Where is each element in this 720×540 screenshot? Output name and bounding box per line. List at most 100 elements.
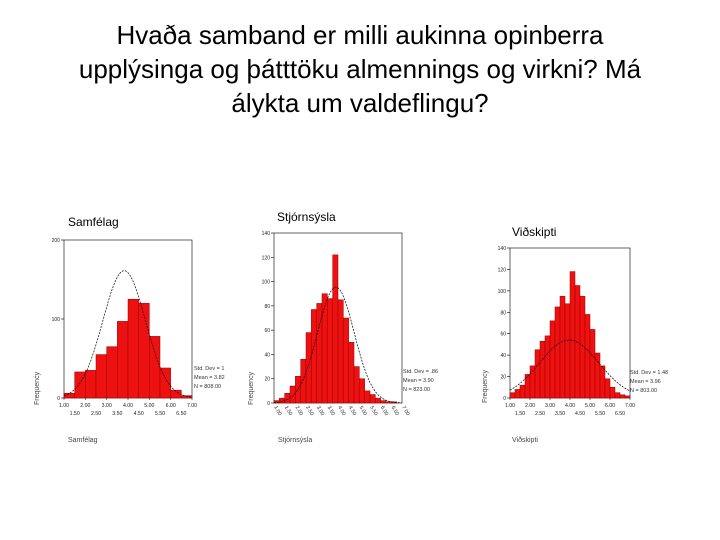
y-axis-label: Frequency xyxy=(248,371,255,405)
stats-box: Std. Dev = .86 Mean = 3.90 N = 823.00 xyxy=(403,368,438,395)
histogram-bar xyxy=(519,384,526,399)
histogram-bar xyxy=(534,349,541,399)
stat-mean: Mean = 3.90 xyxy=(403,378,434,384)
y-tick-label: 100 xyxy=(262,280,271,286)
histogram-bar xyxy=(584,314,591,399)
x-tick-label: 4.50 xyxy=(575,411,585,417)
x-tick-label: 2.00 xyxy=(80,403,90,409)
stats-box: Std. Dev = 1.48 Mean = 3.96 N = 803.00 xyxy=(630,369,668,396)
x-tick-label: 7.00 xyxy=(400,405,410,417)
histogram-bar xyxy=(599,365,606,399)
x-tick-label: 3.00 xyxy=(102,403,112,409)
histogram-bar xyxy=(327,298,333,404)
stat-n: N = 808.00 xyxy=(194,384,222,390)
histogram-bar xyxy=(63,393,75,399)
x-tick-label: 2.00 xyxy=(525,403,535,409)
histogram-bar xyxy=(564,303,571,399)
x-axis-label: Stjórnsýsla xyxy=(278,437,313,444)
histogram-bar xyxy=(539,340,546,399)
x-tick-label: 1.50 xyxy=(515,411,525,417)
histogram-bar xyxy=(138,302,150,399)
histogram-panel-samfelag: Samfélag 0 100 200 1.00 2.00 3.00 4.00 5.00 6.00… xyxy=(34,205,239,455)
y-tick-label: 40 xyxy=(264,352,270,358)
y-tick-label: 0 xyxy=(267,401,270,407)
y-axis-label: Frequency xyxy=(34,371,41,405)
x-tick-label: 5.00 xyxy=(585,403,595,409)
histogram-bar xyxy=(337,299,344,404)
histogram-bar xyxy=(95,354,107,399)
y-tick-label: 120 xyxy=(498,267,507,273)
x-tick-label: 1.50 xyxy=(283,405,293,417)
histogram-bar xyxy=(359,378,365,404)
y-tick-label: 100 xyxy=(498,289,507,295)
histogram-bar xyxy=(604,378,611,399)
histogram-bar xyxy=(149,336,161,399)
histogram-bar xyxy=(509,392,516,399)
x-tick-label: 1.00 xyxy=(272,405,282,417)
x-tick-label: 6.00 xyxy=(166,403,176,409)
x-tick-label: 3.50 xyxy=(326,405,336,417)
x-tick-label: 4.00 xyxy=(123,403,133,409)
x-tick-label: 7.00 xyxy=(625,403,635,409)
title-line: upplýsinga og þátttöku almennings og vir… xyxy=(78,54,642,84)
y-axis-label: Frequency xyxy=(482,369,489,403)
y-tick-label: 20 xyxy=(264,377,270,383)
normal-curve xyxy=(63,270,193,398)
x-axis-label: Samfélag xyxy=(68,437,98,444)
y-tick-label: 60 xyxy=(500,332,506,338)
y-tick-label: 60 xyxy=(264,328,270,334)
histogram-bar xyxy=(614,392,621,399)
y-tick-label: 40 xyxy=(500,353,506,359)
histogram-bar xyxy=(300,359,307,404)
x-tick-label: 3.00 xyxy=(545,403,555,409)
histogram-bar xyxy=(353,366,360,404)
histogram-bar xyxy=(619,394,626,399)
x-tick-label: 6.00 xyxy=(605,403,615,409)
y-tick-label: 100 xyxy=(52,317,61,323)
histogram-bar xyxy=(391,401,397,404)
histogram-bar xyxy=(554,306,561,399)
title-line: Hvaða samband er milli aukinna opinberra xyxy=(116,20,604,50)
histogram-bar xyxy=(559,295,566,399)
x-tick-label: 2.50 xyxy=(91,411,101,417)
chart-title: Samfélag xyxy=(68,215,119,229)
histogram-bar xyxy=(159,367,171,399)
histogram-bar xyxy=(74,371,86,399)
histogram-bar xyxy=(385,401,392,404)
x-tick-label: 5.50 xyxy=(155,411,165,417)
histogram-bar xyxy=(624,395,631,399)
histogram-bar xyxy=(321,293,328,404)
y-tick-label: 140 xyxy=(498,246,507,252)
stat-std-dev: Std. Dev = 1 xyxy=(194,366,225,372)
y-tick-label: 80 xyxy=(500,310,506,316)
x-tick-label: 5.50 xyxy=(368,405,378,417)
histogram-plot: 0 100 200 1.00 2.00 3.00 4.00 5.00 6.00 7.00 1.50 2… xyxy=(52,238,198,417)
chart-title: Viðskipti xyxy=(512,225,557,239)
x-tick-label: 5.00 xyxy=(358,405,368,417)
histogram-bar xyxy=(549,320,556,399)
histogram-bar xyxy=(311,309,317,404)
histogram-bar xyxy=(594,352,601,399)
histogram-plot: 0 20 40 60 80 100 120 140 1.00 1.50 2.00 2.50 3.00 3.… xyxy=(262,231,411,417)
histogram-bar xyxy=(348,342,355,404)
histogram-bar xyxy=(544,335,551,399)
title-line: álykta um valdeflingu? xyxy=(231,88,489,118)
histogram-bar xyxy=(364,390,371,404)
histogram-bar xyxy=(369,394,376,404)
x-tick-label: 6.50 xyxy=(615,411,625,417)
y-tick-label: 80 xyxy=(264,304,270,310)
x-tick-label: 6.00 xyxy=(379,405,389,417)
x-tick-label: 2.00 xyxy=(294,405,304,417)
histogram-bar xyxy=(380,400,387,404)
x-tick-label: 4.00 xyxy=(336,405,346,417)
histogram-panel-vidskipti: Viðskipti 0 20 40 60 80 100 120 140 1.00 2.00 3.00… xyxy=(478,205,688,455)
stats-box: Std. Dev = 1 Mean = 3.82 N = 808.00 xyxy=(194,365,225,392)
stat-std-dev: Std. Dev = .86 xyxy=(403,369,439,375)
x-tick-label: 2.50 xyxy=(535,411,545,417)
chart-title: Stjórnsýsla xyxy=(277,210,336,224)
x-tick-label: 3.00 xyxy=(315,405,325,417)
y-tick-label: 120 xyxy=(262,255,271,261)
histogram-plot: 0 20 40 60 80 100 120 140 1.00 2.00 3.00 4.00 5.00 6.… xyxy=(498,246,636,417)
y-tick-label: 140 xyxy=(262,231,271,237)
histogram-bar xyxy=(375,397,381,404)
